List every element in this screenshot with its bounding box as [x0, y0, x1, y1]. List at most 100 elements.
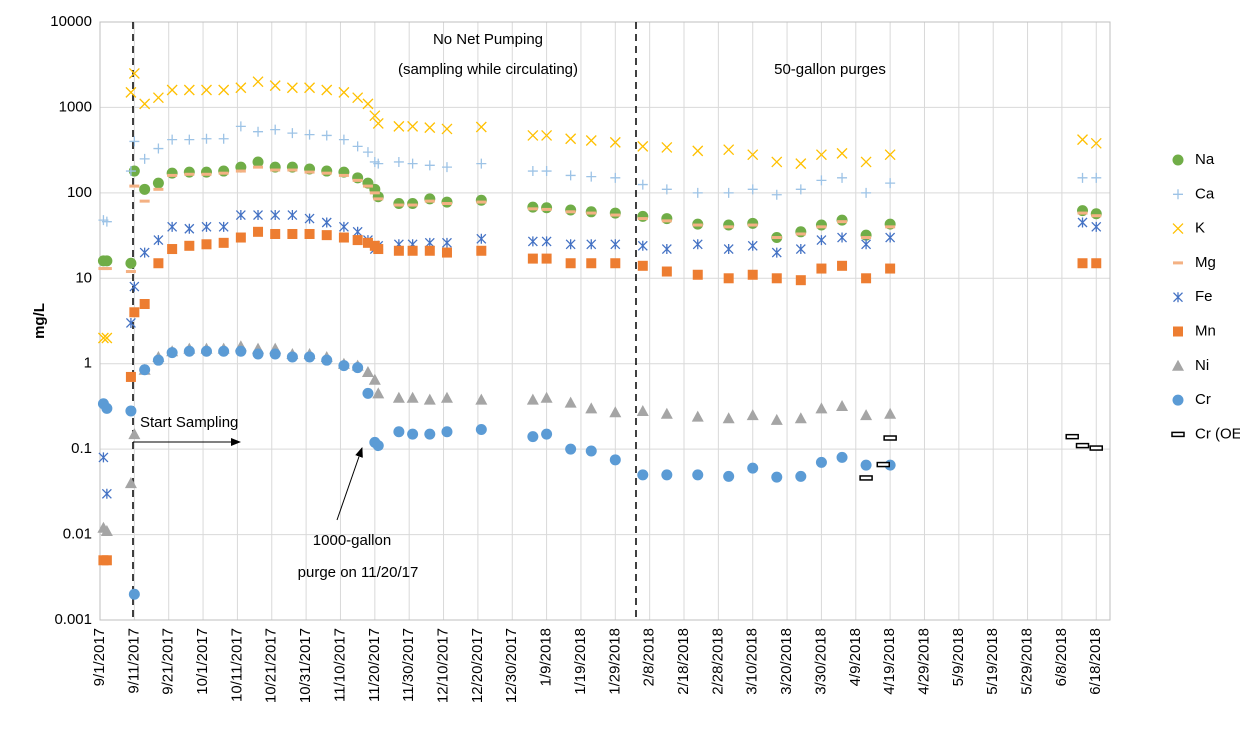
data-point — [183, 345, 195, 357]
data-point — [1065, 433, 1079, 440]
data-point — [661, 184, 672, 195]
data-point — [637, 469, 649, 481]
data-point — [362, 184, 373, 188]
data-point — [540, 391, 553, 403]
data-point — [321, 130, 332, 141]
data-point — [424, 193, 436, 205]
data-point — [101, 216, 112, 227]
data-point — [167, 221, 178, 232]
data-point — [441, 202, 452, 206]
data-point — [270, 168, 281, 172]
x-tick-label: 5/29/2018 — [1019, 628, 1036, 695]
data-point — [125, 317, 136, 328]
x-tick-label: 4/19/2018 — [881, 628, 898, 695]
data-point — [287, 228, 298, 239]
data-point — [1089, 445, 1104, 451]
data-point — [352, 178, 363, 182]
data-point — [424, 199, 435, 203]
data-point — [218, 345, 230, 357]
data-point — [125, 86, 137, 98]
marks — [97, 67, 1104, 600]
legend-label: Na — [1195, 151, 1215, 168]
data-point — [338, 232, 349, 243]
data-point — [128, 67, 140, 79]
data-point — [167, 173, 178, 177]
data-point — [526, 393, 539, 405]
data-point — [407, 428, 419, 440]
data-point — [184, 134, 195, 145]
data-point — [201, 239, 212, 250]
x-tick-label: 6/18/2018 — [1087, 628, 1104, 695]
data-point — [304, 351, 316, 363]
data-point — [541, 428, 553, 440]
data-point — [304, 228, 315, 239]
data-point — [541, 129, 553, 141]
legend-label: Mg — [1195, 254, 1216, 271]
data-point — [392, 391, 405, 403]
data-point — [362, 387, 374, 399]
data-point — [1077, 134, 1088, 146]
data-point — [252, 348, 264, 360]
data-point — [692, 187, 703, 198]
data-point — [369, 191, 380, 195]
data-point — [129, 281, 140, 292]
data-point — [167, 134, 178, 145]
data-point — [1091, 221, 1102, 232]
data-point — [661, 213, 673, 225]
data-point — [321, 165, 333, 177]
x-tick-label: 2/28/2018 — [709, 628, 726, 695]
legend-marker — [1172, 223, 1184, 235]
data-point — [815, 402, 828, 414]
data-point — [794, 412, 807, 424]
data-point — [476, 233, 487, 244]
data-point — [201, 133, 212, 144]
data-point — [475, 121, 487, 133]
data-point — [637, 260, 648, 271]
data-point — [201, 221, 212, 232]
data-point — [321, 84, 333, 96]
data-point — [252, 76, 264, 88]
data-point — [475, 393, 488, 405]
data-point — [795, 244, 806, 255]
data-point — [287, 128, 298, 139]
data-point — [352, 92, 364, 104]
y-tick-label: 1000 — [59, 98, 92, 115]
data-point — [139, 247, 150, 258]
data-point — [184, 223, 195, 234]
data-point — [218, 84, 230, 96]
data-point — [184, 172, 195, 176]
data-point — [442, 237, 452, 248]
data-point — [475, 194, 487, 206]
data-point — [661, 266, 672, 277]
data-point — [541, 236, 552, 247]
y-tick-label: 0.01 — [63, 526, 92, 543]
x-tick-label: 3/30/2018 — [812, 628, 829, 695]
data-point — [373, 158, 384, 169]
data-point — [816, 263, 827, 274]
x-tick-label: 10/1/2017 — [194, 628, 211, 695]
legend-label: Mn — [1195, 322, 1216, 339]
data-point — [747, 184, 758, 195]
data-point — [139, 364, 151, 376]
x-tick-label: 2/18/2018 — [675, 628, 692, 695]
data-point — [837, 220, 848, 224]
data-point — [692, 145, 704, 157]
data-point — [565, 170, 576, 181]
data-point — [441, 123, 453, 135]
data-point — [885, 225, 896, 229]
data-point — [585, 135, 597, 146]
data-point — [747, 269, 758, 280]
data-point — [286, 82, 298, 94]
data-point — [304, 170, 315, 174]
data-point — [287, 168, 298, 172]
data-point — [637, 140, 649, 152]
annotation: (sampling while circulating) — [398, 61, 578, 78]
x-tick-label: 9/11/2017 — [125, 628, 142, 694]
x-tick-label: 11/10/2017 — [331, 628, 348, 702]
legend-marker — [1173, 189, 1183, 200]
data-point — [836, 147, 848, 159]
data-point — [372, 440, 384, 452]
data-point — [183, 166, 195, 178]
x-tick-label: 3/20/2018 — [778, 628, 795, 695]
